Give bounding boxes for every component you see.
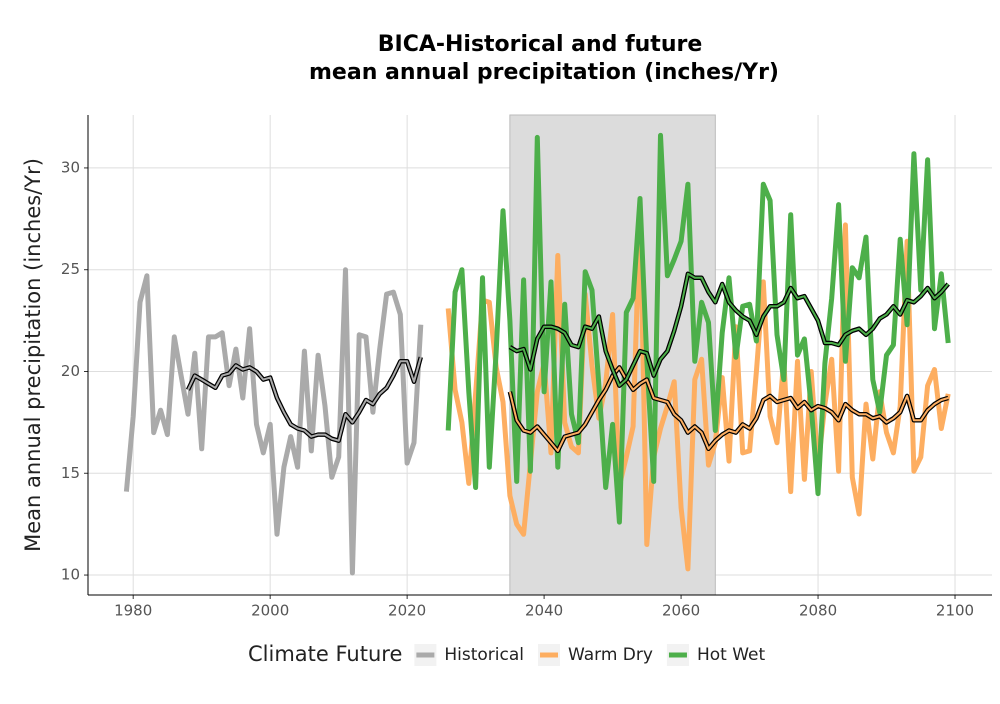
x-tick-label: 2100 bbox=[936, 602, 974, 620]
x-tick-label: 2000 bbox=[251, 602, 289, 620]
smooth-line bbox=[187, 356, 422, 442]
y-tick-label: 20 bbox=[61, 362, 80, 380]
y-tick-label: 15 bbox=[61, 464, 80, 482]
chart-title: mean annual precipitation (inches/Yr) bbox=[309, 60, 779, 85]
x-tick-label: 1980 bbox=[114, 602, 152, 620]
smooth-line bbox=[508, 366, 949, 452]
x-tick-label: 2080 bbox=[799, 602, 837, 620]
legend-label: Hot Wet bbox=[697, 645, 766, 665]
y-axis-label: Mean annual precipitation (inches/Yr) bbox=[21, 158, 45, 552]
x-tick-label: 2040 bbox=[525, 602, 563, 620]
legend-title: Climate Future bbox=[248, 642, 402, 666]
legend-label: Warm Dry bbox=[568, 645, 653, 665]
x-tick-label: 2060 bbox=[662, 602, 700, 620]
smooth-line bbox=[509, 272, 949, 387]
chart-title: BICA-Historical and future bbox=[378, 32, 703, 57]
x-tick-label: 2020 bbox=[388, 602, 426, 620]
y-tick-label: 30 bbox=[61, 158, 80, 176]
series-line bbox=[123, 267, 424, 576]
legend-label: Historical bbox=[444, 645, 524, 665]
y-tick-label: 25 bbox=[61, 260, 80, 278]
series-line bbox=[445, 132, 951, 525]
y-tick-label: 10 bbox=[61, 566, 80, 584]
